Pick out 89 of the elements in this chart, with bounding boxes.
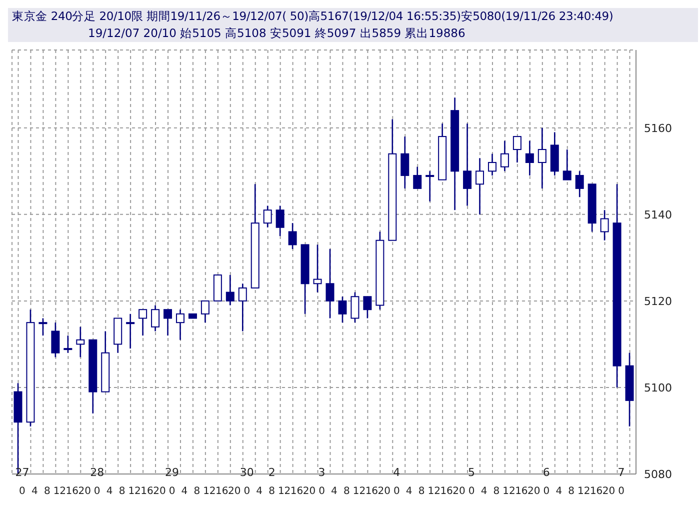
x-tick-label: 8	[418, 486, 425, 497]
candlestick	[562, 148, 572, 180]
x-tick-label: 2 8	[268, 466, 276, 497]
x-tick-label: 4	[106, 486, 113, 497]
x-tick-label: 6 0	[542, 466, 550, 497]
candlestick	[276, 205, 284, 237]
x-tick-label: 16	[140, 486, 154, 497]
x-tick-label: 12	[128, 486, 141, 497]
x-tick-label: 12	[428, 486, 440, 497]
x-tick-label: 12	[352, 486, 366, 497]
x-tick-label: 4	[32, 486, 38, 497]
candlestick	[164, 308, 172, 336]
x-tick-label: 20	[78, 486, 92, 497]
candlestick	[400, 136, 410, 190]
candlestick	[51, 322, 60, 358]
candlestick	[176, 308, 184, 341]
candlestick	[263, 205, 272, 228]
x-tick-label: 16	[66, 486, 79, 497]
x-tick-label: 20	[452, 486, 466, 497]
x-tick-label: 16	[515, 486, 528, 497]
x-tick-label: 8	[568, 486, 575, 497]
x-tick-label: 8	[344, 486, 350, 497]
x-tick-label: 20	[153, 486, 166, 497]
x-tick-label: 8	[118, 486, 126, 497]
x-tick-label: 16	[440, 486, 453, 497]
y-tick-label: 5140	[644, 208, 672, 222]
y-tick-label: 5080	[644, 468, 672, 481]
candlestick	[226, 274, 234, 306]
candlestick	[413, 166, 422, 190]
x-tick-label: 16	[216, 486, 228, 497]
x-tick-label: 20	[228, 486, 241, 497]
x-tick-label: 8	[493, 486, 500, 497]
x-tick-label: 8	[44, 486, 50, 497]
x-tick-label: 20	[378, 486, 391, 497]
x-tick-label: 4	[256, 486, 263, 497]
x-tick-label: 28 0	[90, 466, 104, 497]
x-tick-label: 16	[365, 486, 378, 497]
x-tick-label: 4	[480, 486, 488, 497]
candlestick	[126, 313, 135, 350]
x-tick-label: 12	[502, 486, 516, 497]
candlestick	[488, 153, 496, 176]
chart-title: 東京金 240分足 20/10限 期間19/11/26～19/12/07( 50)高5167(19/12/04 16:55:35)安5080(19/11/26 23:40:49)	[8, 8, 698, 25]
x-tick-label: 7 0	[618, 466, 625, 497]
x-tick-label: 16	[290, 486, 304, 497]
y-tick-label: 5100	[644, 381, 672, 394]
candlestick	[200, 300, 210, 324]
x-tick-label: 12	[203, 486, 216, 497]
candlestick	[463, 122, 472, 206]
x-tick-label: 12	[278, 486, 291, 497]
x-tick-label: 3 0	[318, 466, 326, 497]
x-tick-label: 16	[590, 486, 603, 497]
candlestick	[138, 308, 148, 336]
x-tick-label: 20	[602, 486, 616, 497]
candlestick	[76, 326, 85, 358]
x-tick-label: 8	[194, 486, 200, 497]
candlestick	[151, 304, 160, 332]
candlestick	[338, 296, 347, 324]
x-tick-label: 12	[53, 486, 66, 497]
candlestick	[350, 292, 360, 324]
y-tick-label: 5160	[644, 122, 672, 135]
x-tick-label: 20	[302, 486, 316, 497]
candlestick	[363, 296, 372, 319]
x-tick-label: 4 0	[393, 466, 400, 497]
chart-subtitle: 19/12/07 20/10 始5105 高5108 安5091 終5097 出5859 累出19886	[8, 25, 698, 42]
x-tick-label: 4	[406, 486, 412, 497]
x-tick-label: 4	[181, 486, 188, 497]
candlestick	[500, 140, 509, 172]
x-tick-label: 30 0	[240, 466, 254, 497]
candlestick	[288, 222, 297, 250]
candlestick	[38, 318, 48, 336]
x-tick-label: 5 0	[468, 466, 476, 497]
x-tick-label: 27 0	[15, 466, 30, 497]
candlestick	[426, 170, 434, 202]
candlestick	[313, 244, 322, 293]
x-tick-label: 4	[331, 486, 338, 497]
candlestick	[512, 136, 522, 164]
candlestick	[538, 127, 546, 190]
candlestick	[600, 209, 609, 242]
x-tick-label: 29 0	[165, 466, 179, 497]
x-tick-label: 20	[528, 486, 540, 497]
candlestick	[64, 334, 72, 354]
candlestick	[575, 170, 584, 198]
y-tick-label: 5120	[644, 294, 672, 308]
candlestick	[476, 158, 484, 216]
x-tick-label: 12	[577, 486, 590, 497]
candlestick	[238, 282, 247, 332]
candlestick	[525, 140, 534, 176]
x-tick-label: 4	[556, 486, 562, 497]
candlestick	[326, 248, 334, 319]
